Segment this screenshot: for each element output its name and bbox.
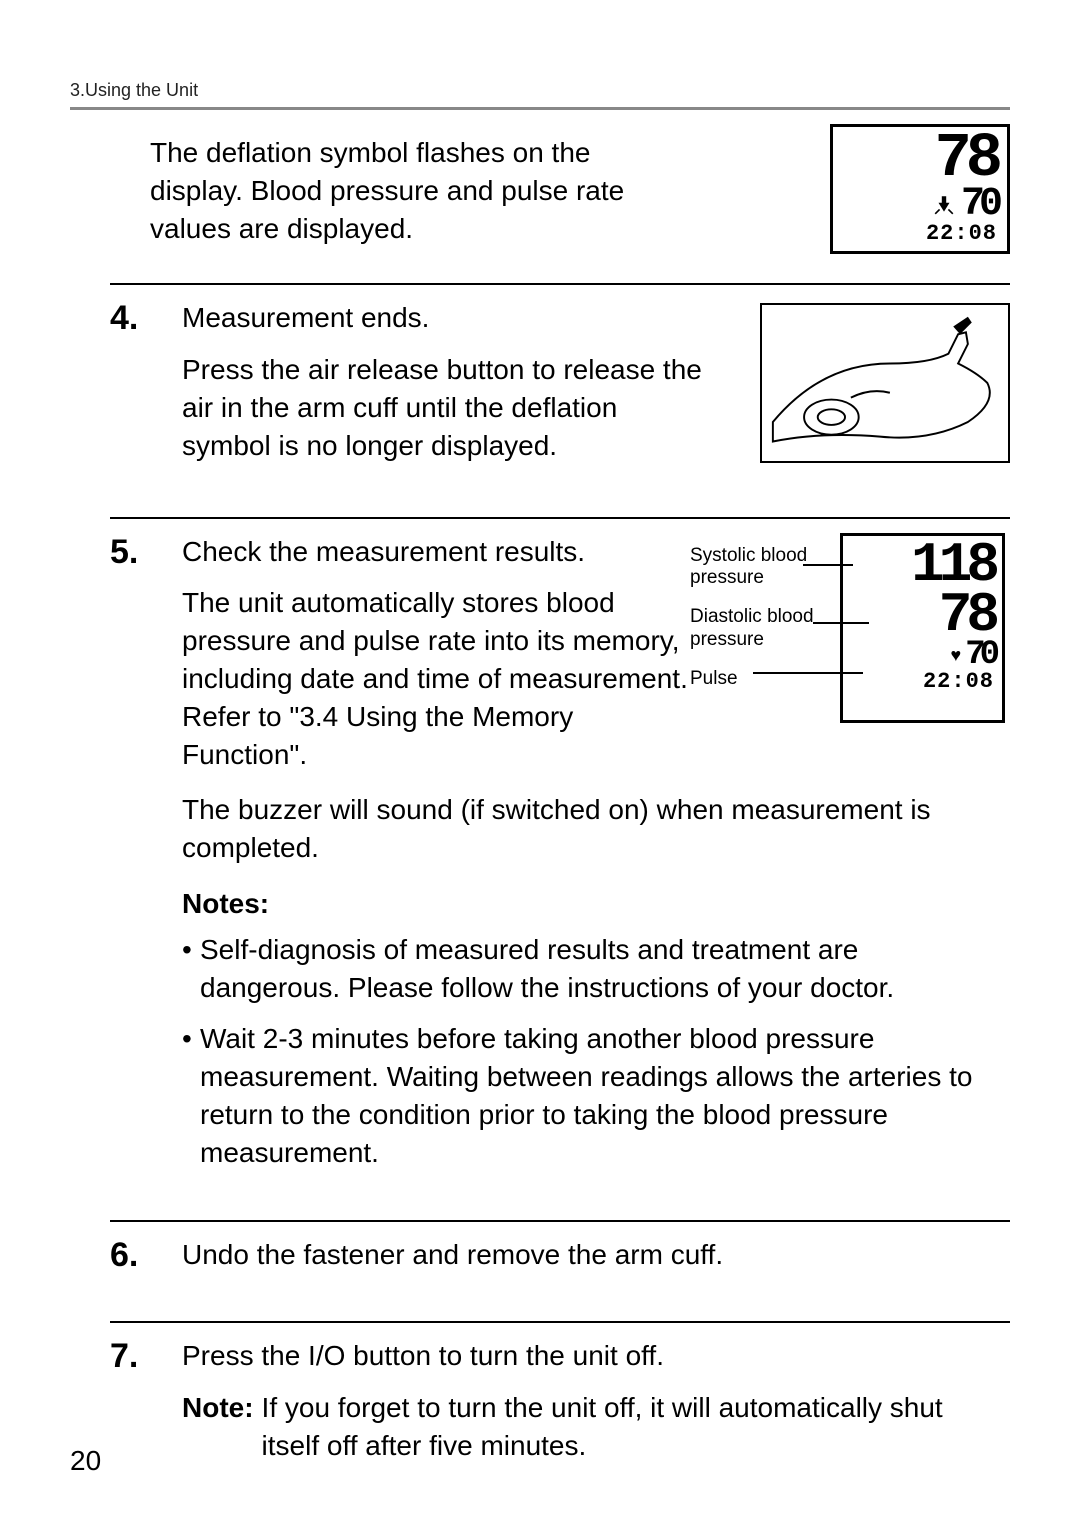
step-7-number: 7. (110, 1337, 158, 1464)
header-rule (70, 107, 1010, 110)
leader-line-pulse (753, 672, 863, 674)
hand-figure (760, 303, 1010, 463)
step-7-note-text: If you forget to turn the unit off, it w… (262, 1389, 982, 1465)
step-7-title: Press the I/O button to turn the unit of… (182, 1337, 962, 1375)
step-5-para1: The unit automatically stores blood pres… (182, 584, 702, 773)
lcd-time: 22:08 (923, 671, 994, 693)
step-5-lcd: 118 78 ♥ 70 22:08 (840, 533, 1005, 723)
step-5: 5. Check the measurement results. The un… (110, 517, 1010, 1186)
note-2: Wait 2-3 minutes before taking another b… (182, 1020, 982, 1171)
step-5-figure: Systolic blood pressure Diastolic blood … (690, 533, 1010, 723)
step-7-note-label: Note: (182, 1389, 254, 1465)
intro-lcd-time: 22:08 (926, 223, 997, 245)
intro-lcd: 78 70 22:08 (830, 124, 1010, 254)
deflation-icon (933, 194, 955, 216)
label-systolic: Systolic blood pressure (690, 545, 840, 591)
label-diastolic: Diastolic blood pressure (690, 606, 840, 652)
step-4: 4. Measurement ends. Press the air relea… (110, 283, 1010, 482)
step-4-para: Press the air release button to release … (182, 351, 702, 464)
notes-heading: Notes: (182, 885, 1010, 923)
leader-line-dia (813, 622, 869, 624)
note-1: Self-diagnosis of measured results and t… (182, 931, 982, 1007)
page-number: 20 (70, 1445, 101, 1477)
intro-lcd-pulse: 70 (961, 187, 997, 223)
lcd-dia: 78 (939, 590, 994, 640)
step-6-number: 6. (110, 1236, 158, 1288)
step-7: 7. Press the I/O button to turn the unit… (110, 1321, 1010, 1464)
leader-line-sys (803, 564, 853, 566)
lcd-pulse: 70 (965, 640, 994, 671)
breadcrumb: 3.Using the Unit (70, 80, 1010, 101)
step-5-para2: The buzzer will sound (if switched on) w… (182, 791, 962, 867)
intro-lcd-dia: 78 (935, 131, 997, 187)
heart-icon: ♥ (951, 645, 962, 666)
intro-block: The deflation symbol flashes on the disp… (150, 134, 1010, 247)
intro-text: The deflation symbol flashes on the disp… (150, 134, 670, 247)
step-6-title: Undo the fastener and remove the arm cuf… (182, 1236, 962, 1274)
step-4-number: 4. (110, 299, 158, 482)
step-6: 6. Undo the fastener and remove the arm … (110, 1220, 1010, 1288)
step-5-number: 5. (110, 533, 158, 1186)
